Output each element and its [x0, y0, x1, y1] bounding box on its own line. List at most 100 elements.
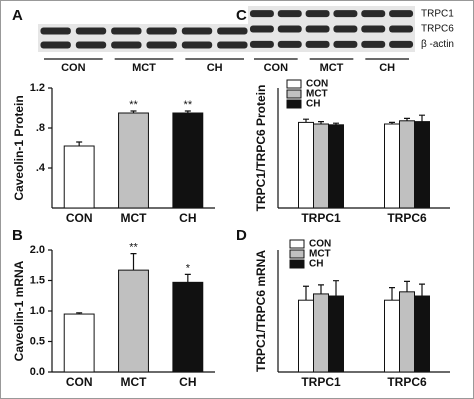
group-label: CH — [379, 62, 395, 74]
blot-band — [361, 25, 386, 33]
bar — [414, 295, 430, 373]
y-axis-label: Caveolin-1 mRNA — [12, 260, 26, 361]
x-tick-label: CH — [179, 375, 196, 389]
group-label: CON — [61, 62, 86, 74]
legend-label: CH — [309, 259, 323, 270]
blot-band — [361, 40, 386, 48]
panel-label: D — [236, 227, 247, 244]
error-bar — [389, 287, 395, 301]
y-tick-label: 0.5 — [30, 335, 45, 347]
bar — [313, 123, 329, 209]
blot-background — [38, 24, 250, 52]
significance: ** — [129, 99, 138, 111]
blot-band — [305, 40, 330, 48]
x-tick-label: CON — [66, 375, 93, 389]
error-bar — [184, 273, 191, 283]
panel-label: A — [12, 7, 23, 24]
group-label: CH — [207, 62, 223, 74]
error-bar — [404, 280, 410, 292]
y-tick-label: .4 — [36, 162, 46, 174]
x-tick-label: TRPC1 — [301, 211, 341, 225]
blot-band — [389, 40, 414, 48]
bar — [118, 112, 149, 209]
significance: ** — [129, 242, 138, 254]
bar — [328, 124, 344, 209]
error-bar — [76, 141, 83, 146]
blot-band — [305, 10, 330, 18]
group-label: CON — [264, 62, 289, 74]
blot-band — [333, 10, 358, 18]
y-axis-label: TRPC1/TRPC6 mRNA — [254, 250, 268, 372]
error-bar — [333, 280, 339, 297]
y-axis-label: Caveolin-1 Protein — [12, 95, 26, 200]
bar — [298, 299, 314, 373]
bar — [172, 281, 204, 373]
blot-band — [111, 41, 142, 49]
error-bar — [303, 118, 309, 123]
legend-swatch — [289, 259, 305, 269]
group-label: MCT — [132, 62, 156, 74]
legend-label: CON — [309, 239, 331, 250]
blot-band — [111, 27, 142, 35]
blot-band — [75, 41, 107, 49]
bar — [298, 121, 314, 209]
bar — [172, 112, 204, 209]
bar — [63, 145, 95, 209]
legend-swatch — [286, 89, 302, 99]
band-label: β -actin — [421, 39, 454, 50]
y-tick-label: 1.5 — [30, 274, 45, 286]
blot-band — [389, 25, 414, 33]
blot-band — [305, 25, 330, 33]
y-tick-label: 2.0 — [30, 244, 45, 256]
blot-band — [277, 25, 302, 33]
bar — [384, 299, 400, 373]
bar — [118, 269, 149, 373]
blot-band — [181, 27, 213, 35]
blot-band — [333, 25, 358, 33]
bar — [63, 313, 95, 373]
blot-band — [361, 10, 386, 18]
blot-band — [40, 41, 71, 49]
y-tick-label: 1.2 — [30, 82, 45, 94]
blot-band — [181, 41, 213, 49]
y-tick-label: 1.0 — [30, 305, 45, 317]
legend-label: MCT — [306, 89, 328, 100]
band-label: TRPC1 — [421, 8, 454, 19]
blot-band — [217, 41, 248, 49]
band-label: TRPC6 — [421, 24, 454, 35]
x-tick-label: MCT — [121, 211, 148, 225]
blot-band — [389, 10, 414, 18]
bar — [414, 121, 430, 209]
legend-label: MCT — [309, 249, 331, 260]
blot-band — [333, 40, 358, 48]
x-tick-label: CON — [66, 211, 93, 225]
x-tick-label: MCT — [121, 375, 148, 389]
blot-band — [146, 41, 177, 49]
blot-band — [217, 27, 248, 35]
legend-label: CH — [306, 99, 320, 110]
error-bar — [419, 114, 425, 122]
blot-band — [277, 10, 302, 18]
bar — [328, 295, 344, 373]
blot-band — [40, 27, 71, 35]
y-tick-label: .8 — [36, 122, 45, 134]
error-bar — [130, 253, 137, 271]
legend-swatch — [286, 99, 302, 109]
legend-label: CON — [306, 79, 328, 90]
error-bar — [303, 285, 309, 301]
x-tick-label: TRPC6 — [387, 211, 427, 225]
blot-band — [249, 25, 274, 33]
panel-label: B — [12, 227, 23, 244]
blot-background — [248, 6, 415, 52]
x-tick-label: TRPC1 — [301, 375, 341, 389]
bar — [313, 293, 329, 373]
x-tick-label: TRPC6 — [387, 375, 427, 389]
bar — [384, 123, 400, 209]
error-bar — [318, 284, 324, 294]
error-bar — [419, 283, 425, 297]
x-tick-label: CH — [179, 211, 196, 225]
blot-band — [75, 27, 107, 35]
bar — [399, 291, 415, 373]
legend-swatch — [286, 79, 302, 89]
legend-swatch — [289, 239, 305, 249]
